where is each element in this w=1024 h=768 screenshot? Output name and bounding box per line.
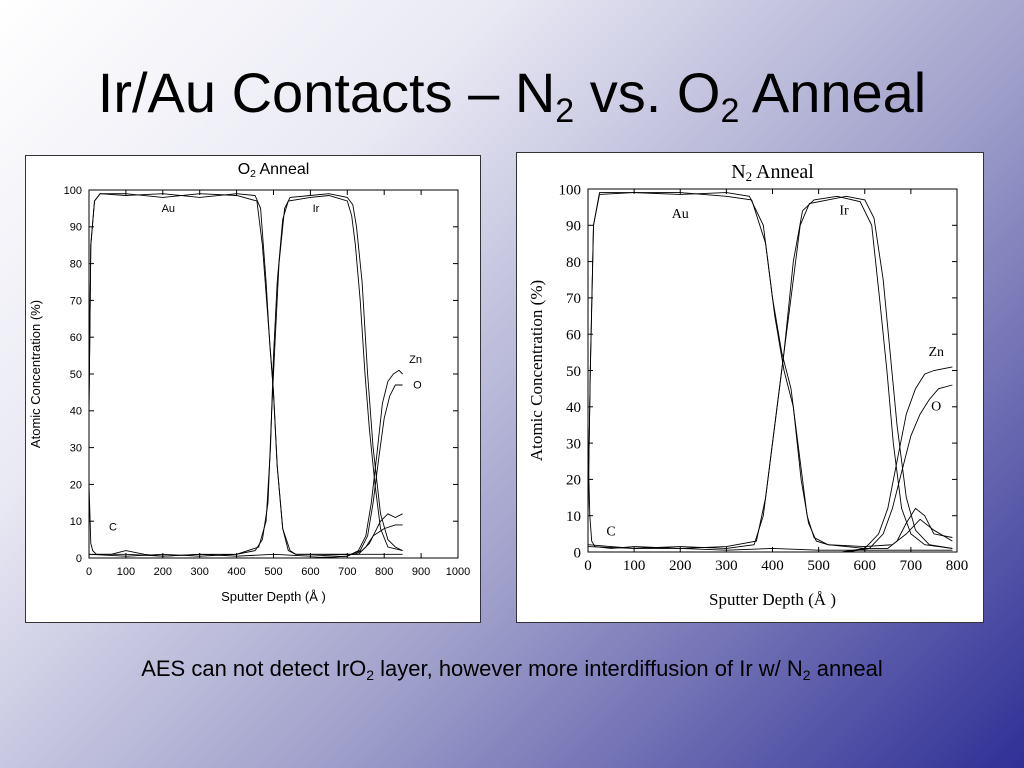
y-tick-label: 80 — [70, 258, 82, 270]
x-tick-label: 0 — [584, 558, 592, 574]
caption-part: layer, however more interdiffusion of Ir… — [374, 656, 803, 681]
series-line — [89, 369, 403, 559]
x-tick-label: 0 — [86, 566, 92, 578]
chart-title-subscript: 2 — [746, 169, 753, 184]
title-part: Ir/Au Contacts – N — [97, 61, 556, 124]
data-annotation: C — [109, 521, 117, 533]
data-annotation: Zn — [409, 354, 422, 366]
y-tick-label: 20 — [566, 473, 581, 489]
x-tick-label: 800 — [946, 558, 969, 574]
chart-title-subscript: 2 — [250, 169, 256, 180]
x-tick-label: 800 — [375, 566, 393, 578]
slide-title: Ir/Au Contacts – N2 vs. O2 Anneal — [0, 58, 1024, 128]
series-line — [587, 443, 953, 551]
y-tick-label: 30 — [566, 436, 581, 452]
data-annotation: O — [931, 399, 941, 414]
caption-subscript: 2 — [802, 667, 811, 683]
x-tick-label: 900 — [412, 566, 430, 578]
x-tick-label: 200 — [669, 558, 692, 574]
y-tick-label: 10 — [70, 516, 82, 528]
data-annotation: Au — [162, 203, 175, 215]
y-tick-label: 50 — [566, 364, 581, 380]
x-tick-label: 700 — [900, 558, 923, 574]
y-tick-label: 60 — [566, 327, 581, 343]
y-tick-label: 10 — [566, 509, 581, 525]
title-part: Anneal — [739, 61, 927, 124]
x-tick-label: 300 — [715, 558, 738, 574]
y-tick-label: 70 — [70, 295, 82, 307]
chart-title-text: Anneal — [752, 161, 814, 183]
y-tick-label: 100 — [559, 182, 582, 198]
series-line — [587, 192, 953, 549]
y-tick-label: 40 — [70, 406, 82, 418]
n2-anneal-chart: N2 Anneal 0 100 200 300 400 500 600 700 800 0 10 20 3… — [527, 161, 969, 609]
plot-frame — [587, 188, 958, 553]
x-tick-label: 400 — [761, 558, 784, 574]
title-part: vs. O — [574, 61, 721, 124]
x-tick-label: 500 — [264, 566, 282, 578]
y-tick-label: 100 — [64, 185, 82, 197]
y-tick-label: 70 — [566, 291, 581, 307]
caption-part: AES can not detect IrO — [141, 656, 367, 681]
x-tick-label: 200 — [154, 566, 172, 578]
x-tick-label: 600 — [854, 558, 877, 574]
y-tick-label: 50 — [70, 369, 82, 381]
chart-title: N2 Anneal — [731, 161, 814, 184]
series-line — [88, 484, 403, 557]
data-annotation: Ir — [839, 203, 849, 218]
title-subscript: 2 — [555, 92, 575, 130]
data-annotation: Ir — [313, 203, 320, 215]
series-line — [88, 193, 403, 555]
series-line — [588, 384, 953, 553]
chart-title-text: Anneal — [256, 161, 309, 178]
chart-title: O2 Anneal — [238, 161, 310, 180]
data-annotation: O — [413, 380, 422, 392]
data-annotation: Zn — [928, 345, 944, 360]
series-line — [89, 384, 403, 559]
x-tick-label: 700 — [338, 566, 356, 578]
y-tick-label: 30 — [70, 442, 82, 454]
y-tick-label: 80 — [566, 255, 581, 271]
y-tick-label: 60 — [70, 332, 82, 344]
chart-title-text: O — [238, 161, 250, 178]
series-line — [587, 195, 953, 549]
chart-title-text: N — [731, 161, 745, 183]
x-tick-label: 400 — [227, 566, 245, 578]
caption-part: anneal — [810, 656, 883, 681]
y-tick-label: 0 — [76, 553, 82, 565]
n2-anneal-chart-panel: N2 Anneal 0 100 200 300 400 500 600 700 800 0 10 20 3… — [516, 152, 984, 623]
x-tick-label: 500 — [807, 558, 830, 574]
x-axis-label: Sputter Depth (Å ) — [709, 590, 836, 609]
series-line — [587, 195, 953, 549]
o2-anneal-chart-panel: O2 Anneal 0 100 200 300 400 500 600 700 800 900 100… — [25, 155, 481, 623]
x-tick-label: 100 — [117, 566, 135, 578]
y-tick-label: 0 — [574, 545, 582, 561]
series-line — [587, 192, 953, 548]
data-annotation: Au — [672, 207, 689, 222]
y-tick-label: 90 — [566, 219, 581, 235]
caption-subscript: 2 — [366, 667, 375, 683]
x-tick-label: 100 — [623, 558, 646, 574]
data-annotation: C — [606, 525, 615, 540]
y-axis-label: Atomic Concentration (%) — [28, 300, 43, 448]
slide-caption: AES can not detect IrO2 layer, however m… — [0, 656, 1024, 682]
x-axis-label: Sputter Depth (Å ) — [221, 589, 326, 604]
series-line — [88, 195, 403, 557]
x-tick-label: 600 — [301, 566, 319, 578]
x-tick-label: 300 — [191, 566, 209, 578]
y-tick-label: 90 — [70, 222, 82, 234]
y-axis-label: Atomic Concentration (%) — [527, 280, 546, 461]
y-tick-label: 20 — [70, 479, 82, 491]
x-tick-label: 1000 — [446, 566, 470, 578]
y-tick-label: 40 — [566, 400, 581, 416]
series-line — [588, 366, 953, 553]
title-subscript: 2 — [720, 92, 740, 130]
